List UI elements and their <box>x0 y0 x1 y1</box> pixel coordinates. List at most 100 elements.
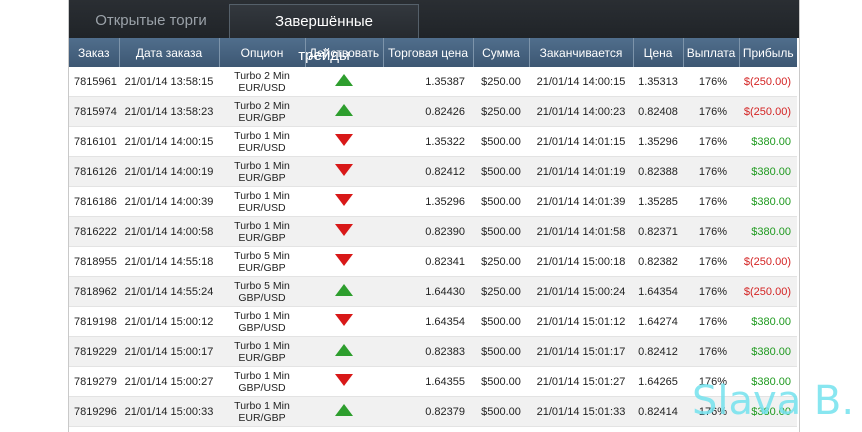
option-type: Turbo 1 Min <box>234 189 290 202</box>
column-header-price[interactable]: Цена <box>633 38 684 67</box>
profit-cell: $380.00 <box>739 216 797 247</box>
order-id-cell: 7816101 <box>69 126 119 157</box>
profit-cell: $380.00 <box>739 396 797 427</box>
amount-cell: $500.00 <box>473 366 529 397</box>
price-cell: 0.82382 <box>633 246 683 277</box>
option-type: Turbo 1 Min <box>234 339 290 352</box>
amount-cell: $500.00 <box>473 156 529 187</box>
option-cell: Turbo 1 Min EUR/USD <box>219 126 305 157</box>
expires-cell: 21/01/14 15:01:17 <box>529 336 633 367</box>
order-id-cell: 7816222 <box>69 216 119 247</box>
tab-completed-trades[interactable]: Завершённые трейды <box>229 4 419 64</box>
option-type: Turbo 1 Min <box>234 159 290 172</box>
order-id-cell: 7819296 <box>69 396 119 427</box>
table-row: 7816186 21/01/14 14:00:39 Turbo 1 Min EUR/U… <box>69 186 797 217</box>
column-header-order-date[interactable]: Дата заказа <box>119 38 220 67</box>
option-cell: Turbo 1 Min EUR/GBP <box>219 396 305 427</box>
option-cell: Turbo 1 Min EUR/GBP <box>219 216 305 247</box>
trade-price-cell: 1.35387 <box>383 67 473 97</box>
order-date-cell: 21/01/14 14:55:24 <box>119 276 219 307</box>
arrow-down-icon <box>335 164 353 176</box>
column-header-expires[interactable]: Заканчивается <box>529 38 634 67</box>
expires-cell: 21/01/14 14:01:19 <box>529 156 633 187</box>
amount-cell: $500.00 <box>473 216 529 247</box>
order-id-cell: 7815974 <box>69 96 119 127</box>
action-cell <box>305 96 383 127</box>
column-header-order[interactable]: Заказ <box>69 38 120 67</box>
trade-price-cell: 0.82390 <box>383 216 473 247</box>
amount-cell: $250.00 <box>473 96 529 127</box>
expires-cell: 21/01/14 14:00:23 <box>529 96 633 127</box>
action-cell <box>305 276 383 307</box>
column-header-action[interactable]: Действовать <box>305 38 384 67</box>
table-row: 7819229 21/01/14 15:00:17 Turbo 1 Min EUR/G… <box>69 336 797 367</box>
option-cell: Turbo 1 Min GBP/USD <box>219 306 305 337</box>
table-row: 7815961 21/01/14 13:58:15 Turbo 2 Min EUR/U… <box>69 67 797 97</box>
table-row: 7816222 21/01/14 14:00:58 Turbo 1 Min EUR/G… <box>69 216 797 247</box>
payout-cell: 176% <box>683 186 739 217</box>
price-cell: 0.82414 <box>633 396 683 427</box>
payout-cell: 176% <box>683 396 739 427</box>
price-cell: 1.35285 <box>633 186 683 217</box>
expires-cell: 21/01/14 14:01:58 <box>529 216 633 247</box>
arrow-up-icon <box>335 74 353 86</box>
trades-panel: Открытые торги Завершённые трейды Заказ … <box>68 0 800 432</box>
profit-cell: $(250.00) <box>739 246 797 277</box>
option-type: Turbo 1 Min <box>234 399 290 412</box>
tab-open-trades[interactable]: Открытые торги <box>95 12 207 29</box>
option-cell: Turbo 5 Min GBP/USD <box>219 276 305 307</box>
profit-cell: $380.00 <box>739 306 797 337</box>
action-cell <box>305 396 383 427</box>
arrow-down-icon <box>335 134 353 146</box>
option-pair: EUR/GBP <box>238 111 286 124</box>
arrow-up-icon <box>335 344 353 356</box>
action-cell <box>305 306 383 337</box>
option-cell: Turbo 1 Min GBP/USD <box>219 366 305 397</box>
option-cell: Turbo 1 Min EUR/GBP <box>219 336 305 367</box>
option-cell: Turbo 2 Min EUR/USD <box>219 67 305 97</box>
amount-cell: $250.00 <box>473 67 529 97</box>
column-header-payout[interactable]: Выплата <box>683 38 740 67</box>
order-date-cell: 21/01/14 15:00:27 <box>119 366 219 397</box>
tab-bar: Открытые торги Завершённые трейды <box>69 0 799 64</box>
trade-price-cell: 1.64430 <box>383 276 473 307</box>
order-date-cell: 21/01/14 14:00:39 <box>119 186 219 217</box>
action-cell <box>305 336 383 367</box>
amount-cell: $500.00 <box>473 306 529 337</box>
option-pair: EUR/USD <box>238 81 286 94</box>
table-row: 7819198 21/01/14 15:00:12 Turbo 1 Min GBP/U… <box>69 306 797 337</box>
table-row: 7816101 21/01/14 14:00:15 Turbo 1 Min EUR/U… <box>69 126 797 157</box>
amount-cell: $250.00 <box>473 276 529 307</box>
column-header-option[interactable]: Опцион <box>219 38 306 67</box>
option-pair: EUR/GBP <box>238 351 286 364</box>
order-date-cell: 21/01/14 15:00:33 <box>119 396 219 427</box>
action-cell <box>305 216 383 247</box>
arrow-down-icon <box>335 314 353 326</box>
price-cell: 1.35313 <box>633 67 683 97</box>
option-type: Turbo 2 Min <box>234 99 290 112</box>
profit-cell: $380.00 <box>739 366 797 397</box>
option-pair: EUR/GBP <box>238 231 286 244</box>
expires-cell: 21/01/14 15:01:27 <box>529 366 633 397</box>
expires-cell: 21/01/14 14:01:39 <box>529 186 633 217</box>
option-pair: EUR/USD <box>238 141 286 154</box>
option-type: Turbo 5 Min <box>234 279 290 292</box>
payout-cell: 176% <box>683 276 739 307</box>
order-id-cell: 7816126 <box>69 156 119 187</box>
order-id-cell: 7819279 <box>69 366 119 397</box>
order-date-cell: 21/01/14 14:00:19 <box>119 156 219 187</box>
price-cell: 1.64274 <box>633 306 683 337</box>
column-header-amount[interactable]: Сумма <box>473 38 530 67</box>
trade-price-cell: 0.82341 <box>383 246 473 277</box>
column-header-trade-price[interactable]: Торговая цена <box>383 38 474 67</box>
payout-cell: 176% <box>683 216 739 247</box>
order-date-cell: 21/01/14 14:55:18 <box>119 246 219 277</box>
arrow-down-icon <box>335 194 353 206</box>
column-header-profit[interactable]: Прибыль <box>739 38 797 67</box>
profit-cell: $380.00 <box>739 336 797 367</box>
price-cell: 1.35296 <box>633 126 683 157</box>
table-row: 7818955 21/01/14 14:55:18 Turbo 5 Min EUR/G… <box>69 246 797 277</box>
arrow-down-icon <box>335 224 353 236</box>
trade-price-cell: 0.82383 <box>383 336 473 367</box>
watermark-text: Slava B. <box>692 378 855 424</box>
